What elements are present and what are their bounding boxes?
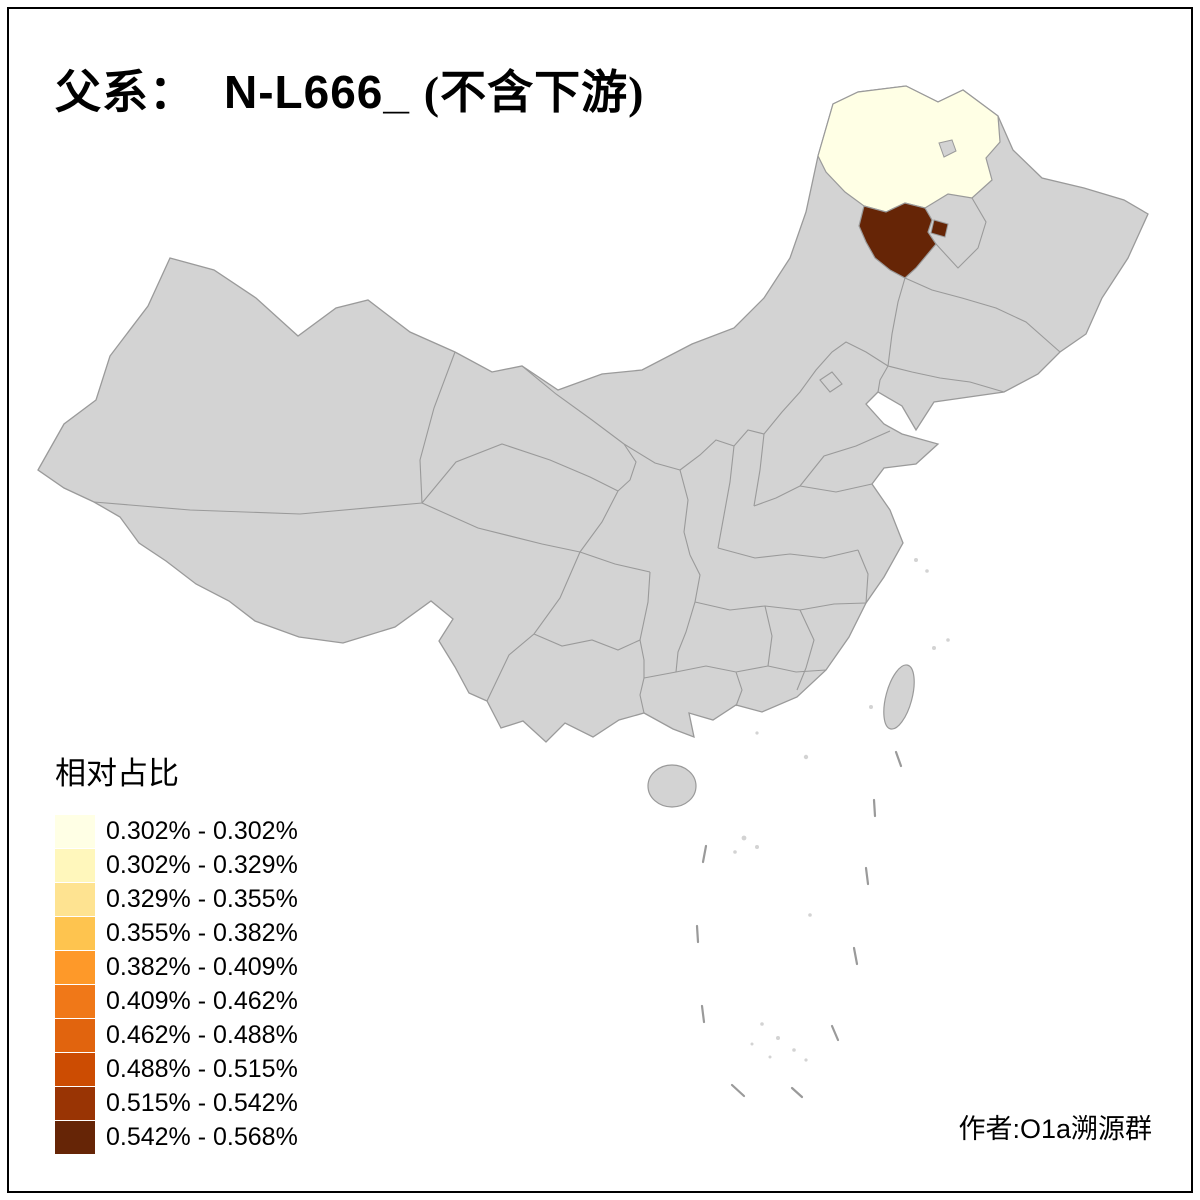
small-islands bbox=[733, 558, 950, 1062]
legend-title: 相对占比 bbox=[55, 756, 179, 791]
legend-label: 0.488% - 0.515% bbox=[106, 1055, 298, 1083]
legend-item: 0.302% - 0.302% bbox=[55, 815, 298, 848]
legend-label: 0.542% - 0.568% bbox=[106, 1123, 298, 1151]
region-highlight-high-fragment bbox=[930, 219, 949, 238]
legend-swatch bbox=[55, 883, 95, 916]
legend-item: 0.382% - 0.409% bbox=[55, 951, 298, 984]
legend-swatch bbox=[55, 815, 95, 848]
legend-swatch bbox=[55, 1087, 95, 1120]
legend-label: 0.329% - 0.355% bbox=[106, 885, 298, 913]
legend-label: 0.382% - 0.409% bbox=[106, 953, 298, 981]
title-prefix: 父系： bbox=[55, 67, 196, 118]
region-highlight-high bbox=[858, 202, 937, 279]
legend-item: 0.302% - 0.329% bbox=[55, 849, 298, 882]
hainan-island bbox=[647, 764, 697, 808]
title-haplogroup: N-L666_ bbox=[224, 66, 410, 118]
legend-swatch bbox=[55, 1053, 95, 1086]
legend-item: 0.488% - 0.515% bbox=[55, 1053, 298, 1086]
taiwan-island bbox=[883, 664, 915, 730]
legend-label: 0.355% - 0.382% bbox=[106, 919, 298, 947]
legend-item: 0.515% - 0.542% bbox=[55, 1087, 298, 1120]
legend-label: 0.302% - 0.302% bbox=[106, 817, 298, 845]
legend-swatch bbox=[55, 1019, 95, 1052]
legend-label: 0.302% - 0.329% bbox=[106, 851, 298, 879]
legend-item: 0.355% - 0.382% bbox=[55, 917, 298, 950]
legend-item: 0.462% - 0.488% bbox=[55, 1019, 298, 1052]
page-title: 父系： N-L666_ (不含下游) bbox=[55, 56, 644, 122]
legend-swatch bbox=[55, 1121, 95, 1154]
legend-swatch bbox=[55, 951, 95, 984]
legend-swatch bbox=[55, 917, 95, 950]
nine-dash-line bbox=[695, 750, 903, 1099]
enclave-shape bbox=[938, 139, 957, 158]
legend-item: 0.329% - 0.355% bbox=[55, 883, 298, 916]
legend-label: 0.462% - 0.488% bbox=[106, 1021, 298, 1049]
legend-label: 0.409% - 0.462% bbox=[106, 987, 298, 1015]
title-suffix: (不含下游) bbox=[423, 67, 645, 118]
legend-item: 0.409% - 0.462% bbox=[55, 985, 298, 1018]
legend-label: 0.515% - 0.542% bbox=[106, 1089, 298, 1117]
legend-swatch bbox=[55, 985, 95, 1018]
legend: 相对占比 0.302% - 0.302% 0.302% - 0.329% 0.3… bbox=[55, 748, 298, 1155]
legend-item: 0.542% - 0.568% bbox=[55, 1121, 298, 1154]
province-borders bbox=[93, 197, 1061, 714]
author-credit: 作者:O1a溯源群 bbox=[958, 1114, 1152, 1144]
legend-swatch bbox=[55, 849, 95, 882]
